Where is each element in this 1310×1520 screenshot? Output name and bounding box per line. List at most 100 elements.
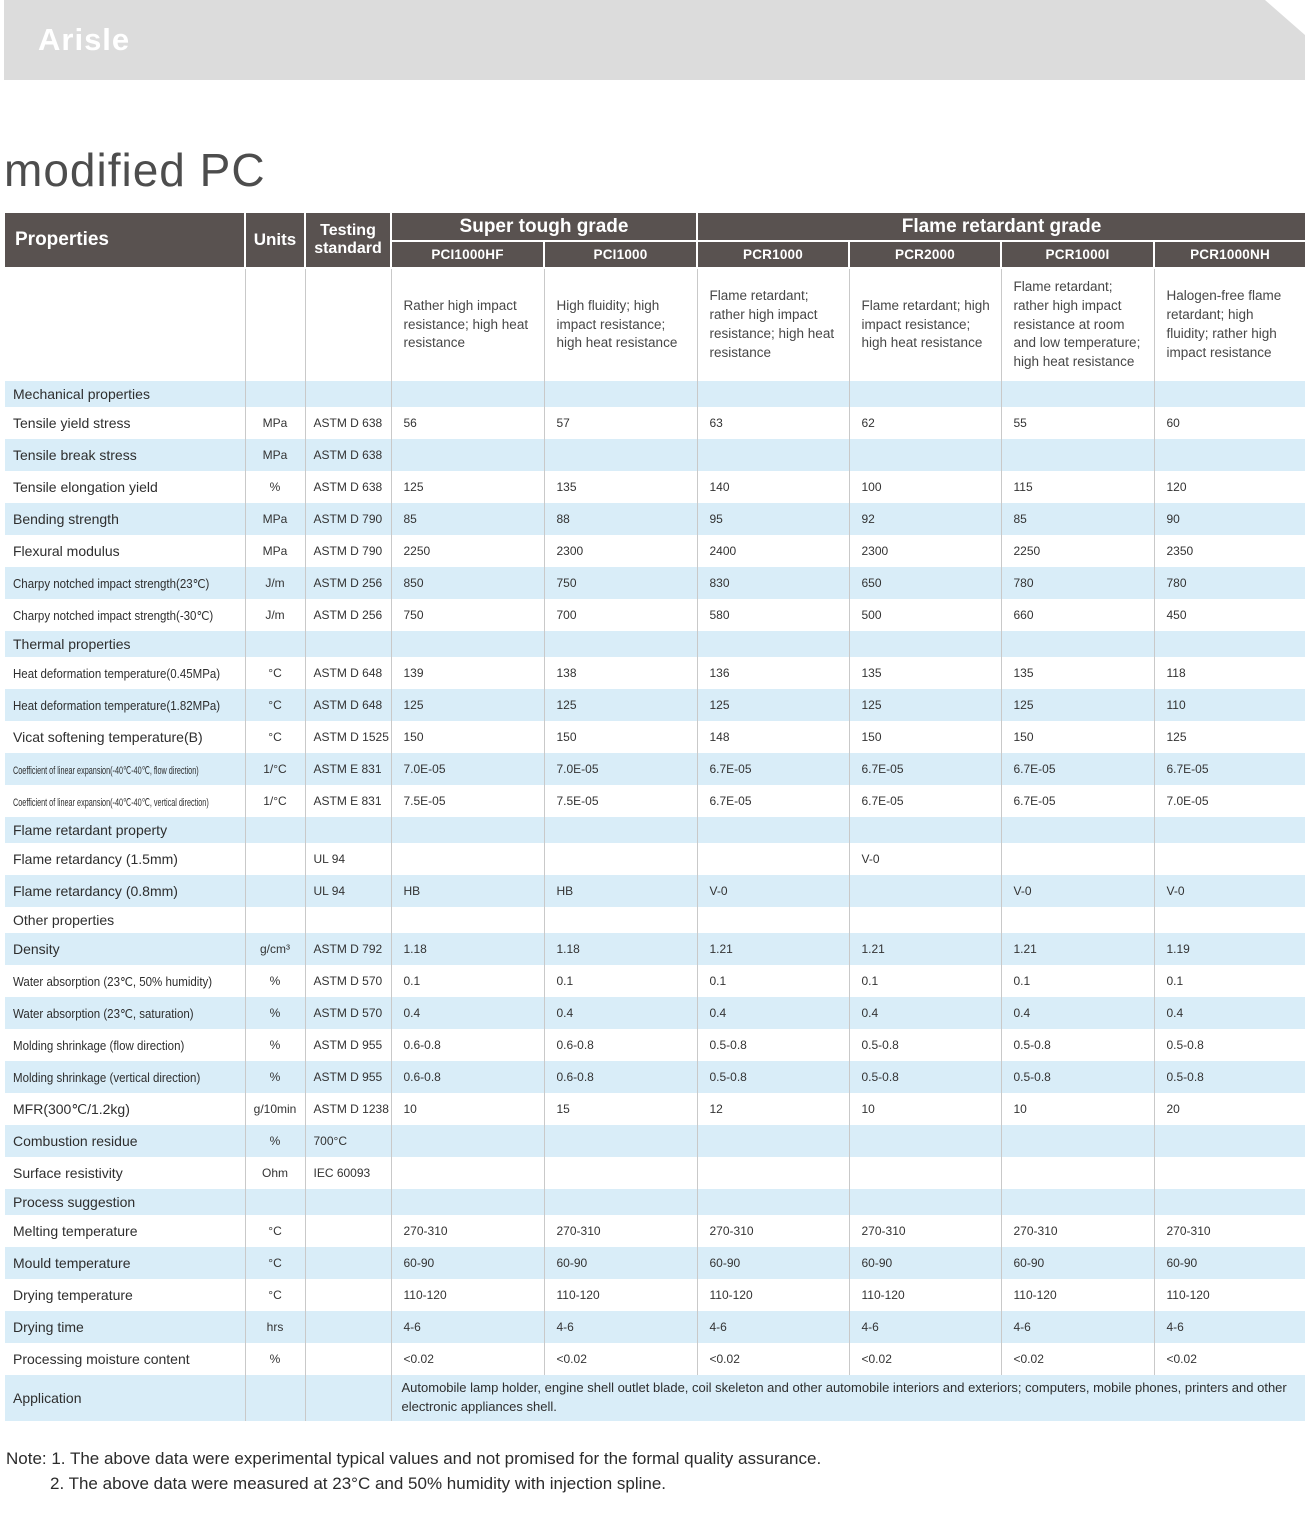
standard-cell — [305, 1215, 392, 1247]
standard-cell: ASTM E 831 — [305, 785, 392, 817]
value-cell — [1154, 1189, 1306, 1215]
value-cell: 4-6 — [391, 1311, 545, 1343]
value-cell — [697, 1157, 850, 1189]
unit-cell — [245, 843, 306, 875]
value-cell: <0.02 — [1001, 1343, 1155, 1375]
property-cell: Mechanical properties — [5, 381, 246, 407]
value-cell: 135 — [544, 471, 698, 503]
property-cell: Process suggestion — [5, 1189, 246, 1215]
value-cell: <0.02 — [697, 1343, 850, 1375]
value-cell — [544, 843, 698, 875]
unit-cell: MPa — [245, 535, 306, 567]
value-cell — [849, 907, 1002, 933]
value-cell: 270-310 — [391, 1215, 545, 1247]
table-row: Coefficient of linear expansion(-40℃-40℃… — [5, 785, 1306, 817]
value-cell — [1154, 1125, 1306, 1157]
value-cell — [391, 1125, 545, 1157]
unit-cell: g/cm³ — [245, 933, 306, 965]
value-cell: 110-120 — [849, 1279, 1002, 1311]
value-cell: 780 — [1001, 567, 1155, 599]
value-cell: 85 — [1001, 503, 1155, 535]
value-cell: 0.6-0.8 — [544, 1029, 698, 1061]
property-cell: Combustion residue — [5, 1125, 246, 1157]
value-cell — [544, 439, 698, 471]
table-row: Coefficient of linear expansion(-40℃-40℃… — [5, 753, 1306, 785]
value-cell: 7.0E-05 — [391, 753, 545, 785]
value-cell: 0.5-0.8 — [697, 1061, 850, 1093]
table-row: Application Automobile lamp holder, engin… — [5, 1375, 1306, 1421]
value-cell — [849, 1125, 1002, 1157]
table-row: Water absorption (23℃, 50% humidity)% AST… — [5, 965, 1306, 997]
table-row: Drying temperature °C 110-120 110-120 110-12… — [5, 1279, 1306, 1311]
value-cell — [1154, 817, 1306, 843]
value-cell: 0.1 — [849, 965, 1002, 997]
unit-cell: MPa — [245, 407, 306, 439]
value-cell: 650 — [849, 567, 1002, 599]
value-cell — [1001, 907, 1155, 933]
value-cell — [391, 843, 545, 875]
value-cell — [544, 1189, 698, 1215]
value-cell — [1001, 381, 1155, 407]
table-row: Processing moisture content% <0.02 <0.02 <0… — [5, 1343, 1306, 1375]
value-cell: 4-6 — [544, 1311, 698, 1343]
value-cell: 2350 — [1154, 535, 1306, 567]
grade-header-pcr1000: PCR1000 — [697, 241, 850, 269]
standard-cell: UL 94 — [305, 875, 392, 907]
standard-cell: ASTM D 648 — [305, 689, 392, 721]
standard-cell: ASTM D 1525 — [305, 721, 392, 753]
standard-cell: ASTM E 831 — [305, 753, 392, 785]
value-cell: 57 — [544, 407, 698, 439]
value-cell — [849, 1157, 1002, 1189]
value-cell — [1001, 631, 1155, 657]
brand-bar: Arisle — [4, 0, 1305, 80]
unit-cell: % — [245, 997, 306, 1029]
table-row: Flame retardancy (0.8mm) UL 94 HB HB V-0 V-0 V… — [5, 875, 1306, 907]
header-group-row: Properties Units Testing standard Super … — [5, 213, 1306, 269]
value-cell: 830 — [697, 567, 850, 599]
unit-cell: Ohm — [245, 1157, 306, 1189]
application-text-cell: Automobile lamp holder, engine shell out… — [391, 1375, 1306, 1421]
value-cell: 125 — [1001, 689, 1155, 721]
value-cell — [391, 1157, 545, 1189]
property-cell: Vicat softening temperature(B) — [5, 721, 246, 753]
value-cell: 0.1 — [697, 965, 850, 997]
value-cell: 6.7E-05 — [1001, 753, 1155, 785]
group-header-flame-retardant: Flame retardant grade — [697, 213, 1306, 242]
value-cell — [697, 631, 850, 657]
value-cell: <0.02 — [849, 1343, 1002, 1375]
standard-cell: ASTM D 256 — [305, 567, 392, 599]
value-cell: 136 — [697, 657, 850, 689]
property-cell: Molding shrinkage (vertical direction) — [5, 1061, 246, 1093]
unit-cell: J/m — [245, 599, 306, 631]
value-cell — [849, 381, 1002, 407]
unit-cell: °C — [245, 689, 306, 721]
value-cell: 10 — [1001, 1093, 1155, 1125]
value-cell — [1154, 1157, 1306, 1189]
grade-description: Flame retardant; high impact resistance;… — [849, 268, 1002, 381]
empty-cell — [5, 268, 246, 381]
value-cell: 118 — [1154, 657, 1306, 689]
table-row: Density g/cm³ ASTM D 792 1.18 1.18 1.21 1.21 1.… — [5, 933, 1306, 965]
value-cell: 90 — [1154, 503, 1306, 535]
value-cell: 850 — [391, 567, 545, 599]
unit-cell: 1/°C — [245, 753, 306, 785]
value-cell: 1.21 — [1001, 933, 1155, 965]
value-cell: 0.5-0.8 — [1001, 1029, 1155, 1061]
value-cell: 125 — [544, 689, 698, 721]
property-cell: Application — [5, 1375, 246, 1421]
grade-description: Halogen-free flame retardant; high fluid… — [1154, 268, 1306, 381]
value-cell: 0.5-0.8 — [1001, 1061, 1155, 1093]
value-cell: 0.5-0.8 — [697, 1029, 850, 1061]
value-cell: 85 — [391, 503, 545, 535]
header-grade-row: PCI1000HF PCI1000 PCR1000 PCR2000 PCR100… — [5, 241, 1306, 269]
property-cell: Coefficient of linear expansion(-40℃-40℃… — [5, 753, 246, 785]
value-cell: 0.4 — [391, 997, 545, 1029]
empty-cell — [245, 268, 306, 381]
value-cell: 125 — [391, 471, 545, 503]
value-cell: 4-6 — [697, 1311, 850, 1343]
unit-cell: °C — [245, 657, 306, 689]
value-cell — [1001, 817, 1155, 843]
grade-description: High fluidity; high impact resistance; h… — [544, 268, 698, 381]
unit-cell: J/m — [245, 567, 306, 599]
value-cell: V-0 — [1001, 875, 1155, 907]
